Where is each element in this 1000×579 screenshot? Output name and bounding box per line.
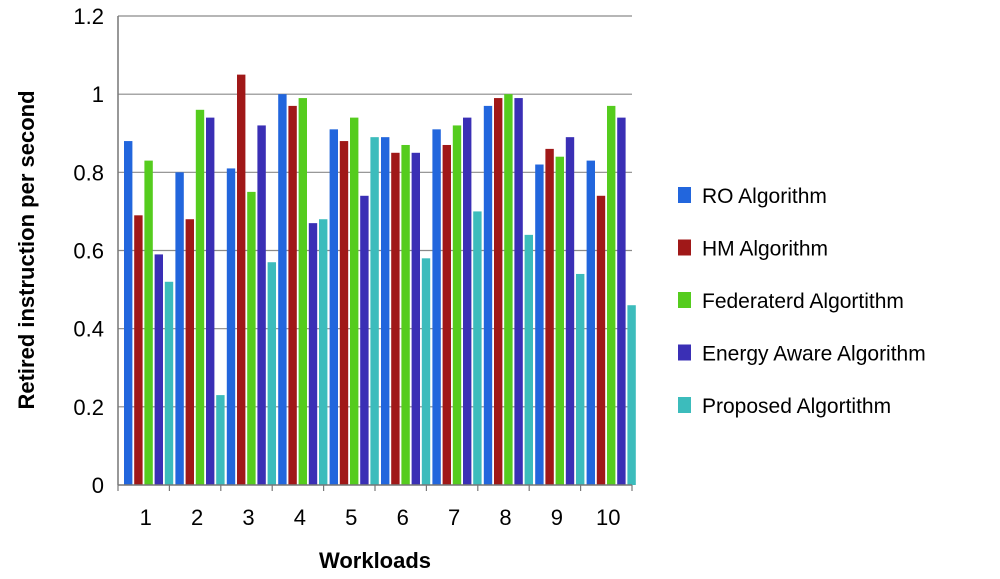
bar-workload-2-series-1: [175, 172, 184, 486]
bar-workload-3-series-1: [226, 168, 236, 486]
bar-workload-5-series-2: [339, 141, 349, 486]
x-tick-label: 4: [294, 505, 306, 530]
x-tick-label: 10: [596, 505, 620, 530]
bar-workload-6-series-4: [411, 152, 420, 485]
bar-workload-2-series-3: [195, 109, 205, 486]
bar-workload-7-series-2: [442, 144, 451, 485]
legend-swatch: [678, 292, 691, 308]
y-tick-labels: 0 0.2 0.4 0.6 0.8 1 1.2: [73, 4, 104, 498]
bar-workload-2-series-5: [216, 395, 225, 485]
x-axis-title: Workloads: [319, 548, 431, 573]
x-tick-label: 5: [345, 505, 357, 530]
legend-label: RO Algorithm: [702, 185, 827, 208]
bar-workload-9-series-1: [535, 164, 544, 485]
legend: RO Algorithm HM Algorithm Federaterd Algor…: [678, 185, 926, 418]
x-tick-label: 2: [191, 505, 203, 530]
bar-workload-5-series-1: [329, 129, 338, 485]
x-tick-label: 3: [242, 505, 254, 530]
bar-workload-10-series-2: [596, 195, 606, 486]
bar-workload-6-series-1: [381, 137, 390, 486]
bar-workload-3-series-5: [267, 262, 276, 485]
bar-workload-10-series-4: [617, 117, 626, 485]
y-tick-label: 0: [92, 473, 104, 498]
bar-workload-9-series-2: [545, 148, 554, 485]
bar-workload-10-series-5: [627, 305, 636, 485]
bar-workload-1-series-2: [134, 215, 143, 485]
bar-workload-9-series-5: [576, 273, 585, 485]
bar-workload-4-series-2: [288, 105, 297, 486]
y-tick-label: 0.6: [73, 239, 104, 264]
bar-workload-6-series-5: [421, 258, 431, 485]
bar-workload-4-series-1: [278, 94, 287, 486]
y-tick-label: 1: [92, 82, 104, 107]
x-tick-labels: 1 2 3 4 5 6 7 8 9 10: [140, 505, 621, 530]
axes: [117, 16, 633, 491]
bar-workload-8-series-3: [504, 94, 513, 486]
bars: [124, 74, 636, 486]
y-tick-label: 0.8: [73, 160, 104, 185]
bar-workload-4-series-3: [298, 98, 307, 485]
bar-workload-2-series-4: [206, 117, 215, 485]
bar-workload-9-series-3: [555, 156, 564, 485]
bar-workload-7-series-1: [432, 129, 441, 485]
x-tick-label: 6: [397, 505, 409, 530]
bar-workload-8-series-1: [483, 105, 493, 486]
bar-workload-5-series-4: [360, 195, 369, 486]
legend-label: Proposed Algortithm: [702, 395, 891, 418]
x-tick-label: 9: [551, 505, 563, 530]
bar-workload-1-series-5: [164, 281, 174, 485]
bar-workload-2-series-2: [185, 219, 194, 485]
bar-workload-8-series-2: [494, 98, 503, 485]
bar-workload-6-series-2: [391, 152, 400, 485]
legend-swatch: [678, 239, 691, 256]
y-tick-label: 0.2: [73, 395, 104, 420]
bar-workload-5-series-5: [370, 137, 379, 486]
y-tick-label: 1.2: [73, 4, 104, 29]
y-tick-label: 0.4: [73, 317, 104, 342]
bar-workload-7-series-5: [473, 211, 482, 485]
bar-workload-1-series-3: [144, 160, 153, 485]
bar-workload-4-series-5: [319, 219, 328, 485]
legend-swatch: [678, 397, 691, 413]
bar-workload-3-series-3: [247, 191, 256, 485]
y-axis-title: Retired instruction per second: [14, 90, 39, 409]
legend-label: HM Algorithm: [702, 238, 828, 261]
legend-swatch: [678, 187, 691, 203]
x-tick-label: 1: [140, 505, 152, 530]
bar-workload-8-series-4: [514, 98, 523, 485]
bar-workload-8-series-5: [524, 234, 533, 485]
bar-workload-7-series-3: [452, 125, 462, 485]
legend-swatch: [678, 344, 691, 361]
bar-workload-7-series-4: [463, 117, 472, 485]
bar-workload-3-series-4: [257, 125, 266, 485]
legend-label: Federaterd Algortithm: [702, 290, 904, 313]
bar-workload-10-series-1: [586, 160, 595, 485]
bar-workload-3-series-2: [237, 74, 246, 485]
x-tick-label: 7: [448, 505, 460, 530]
bar-workload-4-series-4: [308, 223, 318, 485]
x-tick-label: 8: [499, 505, 511, 530]
bar-workload-10-series-3: [607, 105, 616, 486]
bar-workload-1-series-4: [154, 254, 163, 485]
bar-workload-6-series-3: [401, 144, 410, 485]
legend-label: Energy Aware Algorithm: [702, 343, 926, 366]
bar-workload-9-series-4: [565, 137, 575, 486]
bar-workload-5-series-3: [350, 117, 359, 485]
bar-workload-1-series-1: [124, 141, 133, 486]
